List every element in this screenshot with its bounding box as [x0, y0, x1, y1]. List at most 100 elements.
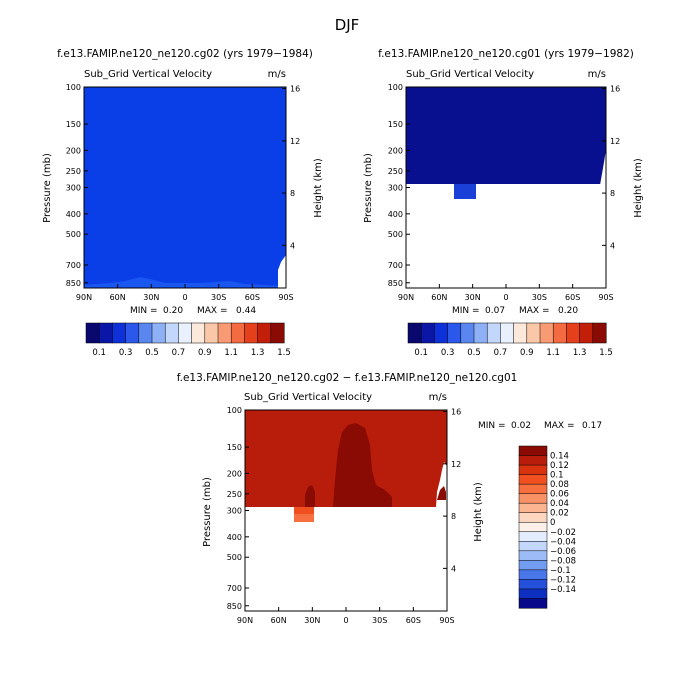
colorbar-label: −0.12 — [550, 575, 576, 585]
panel-1-units: m/s — [268, 69, 286, 80]
colorbar-swatch — [518, 464, 548, 476]
height-tick-label: 4 — [451, 564, 456, 573]
colorbar-swatch — [539, 322, 554, 344]
colorbar-label: 0.1 — [550, 471, 564, 481]
colorbar-swatch — [125, 322, 140, 344]
panel-1-colorbar: 0.1 0.3 0.5 0.7 0.9 1.1 1.3 1.5 — [85, 322, 291, 358]
colorbar-label: −0.14 — [550, 585, 576, 595]
pressure-tick-label: 850 — [388, 279, 403, 288]
panel-2-missing-edge — [600, 150, 606, 185]
panel-3-small-max-region — [305, 485, 315, 507]
panel-3-title: f.e13.FAMIP.ne120_ne120.cg02 − f.e13.FAM… — [177, 372, 518, 384]
colorbar-swatch — [518, 521, 548, 533]
colorbar-swatch — [244, 322, 259, 344]
colorbar-swatch — [112, 322, 127, 344]
colorbar-label: −0.02 — [550, 528, 576, 538]
panel-2-subtitle: Sub_Grid Vertical Velocity — [406, 69, 534, 80]
colorbar-swatch — [257, 322, 272, 344]
colorbar-swatch — [407, 322, 422, 344]
pressure-tick-label: 850 — [66, 279, 81, 288]
height-tick-label: 12 — [451, 460, 461, 469]
colorbar-swatch — [579, 322, 594, 344]
panel-3-max-label: MAX = — [544, 421, 575, 431]
panel-2-units: m/s — [588, 69, 606, 80]
panel-1-low-level-patch — [84, 277, 286, 288]
colorbar-swatch — [518, 474, 548, 485]
panel-3-units: m/s — [429, 392, 447, 403]
colorbar-swatch — [518, 455, 548, 466]
colorbar-swatch — [518, 531, 548, 542]
latitude-tick-label: 60S — [406, 616, 421, 625]
panel-2-axes: 100 150 200 250 300 400 500 700 850 16 12 8 4 90N 60N 3… — [388, 83, 620, 302]
panel-1-min-value: 0.20 — [163, 306, 183, 316]
colorbar-label: 0.08 — [550, 480, 569, 490]
colorbar-swatch — [518, 483, 548, 495]
colorbar-label: 0.9 — [198, 348, 212, 358]
colorbar-swatch — [98, 322, 113, 344]
panel-3-max-value: 0.17 — [582, 421, 602, 431]
colorbar-swatch — [151, 322, 166, 344]
colorbar-swatch — [518, 541, 548, 552]
height-tick-label: 4 — [610, 241, 615, 250]
colorbar-label: 0.02 — [550, 509, 569, 519]
pressure-tick-label: 400 — [66, 210, 81, 219]
pressure-tick-label: 300 — [388, 184, 403, 193]
panel-2-lower-patch — [454, 184, 476, 199]
panel-1-title: f.e13.FAMIP.ne120_ne120.cg02 (yrs 1979−1… — [57, 48, 313, 60]
colorbar-label: 0.04 — [550, 499, 569, 509]
panel-2-ylabel-right: Height (km) — [633, 158, 644, 218]
pressure-tick-label: 400 — [388, 210, 403, 219]
colorbar-swatch — [518, 550, 548, 561]
panel-3-max-region — [333, 423, 392, 507]
colorbar-swatch — [592, 322, 607, 344]
latitude-tick-label: 90S — [439, 616, 454, 625]
latitude-tick-label: 60S — [565, 293, 580, 302]
pressure-tick-label: 700 — [388, 261, 403, 270]
colorbar-label: 1.5 — [277, 348, 291, 358]
panel-3-lower-patch-b — [294, 514, 314, 522]
colorbar-label: 0.7 — [172, 348, 186, 358]
panel-3-field — [245, 410, 447, 522]
colorbar-label: 1.1 — [224, 348, 238, 358]
height-tick-label: 16 — [451, 408, 461, 417]
colorbar-swatch — [434, 322, 449, 344]
pressure-tick-label: 150 — [388, 120, 403, 129]
panel-3-ylabel-right: Height (km) — [473, 482, 484, 542]
colorbar-label: 1.3 — [251, 348, 265, 358]
latitude-tick-label: 0 — [503, 293, 508, 302]
panel-1-ylabel-right: Height (km) — [313, 158, 324, 218]
height-tick-label: 8 — [290, 189, 295, 198]
pressure-tick-label: 250 — [66, 167, 81, 176]
pressure-tick-label: 150 — [227, 443, 242, 452]
panel-3-ylabel: Pressure (mb) — [202, 477, 213, 547]
latitude-tick-label: 90S — [598, 293, 613, 302]
panel-3-subtitle: Sub_Grid Vertical Velocity — [244, 392, 372, 403]
colorbar-swatch — [518, 493, 548, 504]
panel-1-ylabel: Pressure (mb) — [42, 153, 53, 223]
colorbar-swatch — [518, 512, 548, 523]
pressure-tick-label: 250 — [388, 167, 403, 176]
colorbar-label: 0.7 — [494, 348, 508, 358]
panel-3-min-label: MIN = — [478, 421, 506, 431]
colorbar-label: 0.5 — [145, 348, 159, 358]
latitude-tick-label: 60N — [271, 616, 287, 625]
height-tick-label: 12 — [610, 137, 620, 146]
panel-2: f.e13.FAMIP.ne120_ne120.cg01 (yrs 1979−1… — [363, 48, 644, 358]
panel-2-upper-field — [406, 87, 606, 184]
pressure-tick-label: 500 — [66, 230, 81, 239]
pressure-tick-label: 500 — [227, 553, 242, 562]
colorbar-label: −0.04 — [550, 537, 576, 547]
colorbar-swatch — [566, 322, 581, 344]
pressure-tick-label: 700 — [227, 584, 242, 593]
pressure-tick-label: 700 — [66, 261, 81, 270]
latitude-tick-label: 30S — [532, 293, 547, 302]
panel-1-missing-region — [278, 255, 286, 288]
figure-title: DJF — [335, 16, 360, 34]
colorbar-label: 0 — [550, 518, 555, 528]
pressure-tick-label: 150 — [66, 120, 81, 129]
height-tick-label: 16 — [290, 85, 300, 94]
latitude-tick-label: 30N — [143, 293, 159, 302]
pressure-tick-label: 200 — [388, 146, 403, 155]
colorbar-swatch — [138, 322, 153, 344]
panel-2-title: f.e13.FAMIP.ne120_ne120.cg01 (yrs 1979−1… — [378, 48, 634, 60]
